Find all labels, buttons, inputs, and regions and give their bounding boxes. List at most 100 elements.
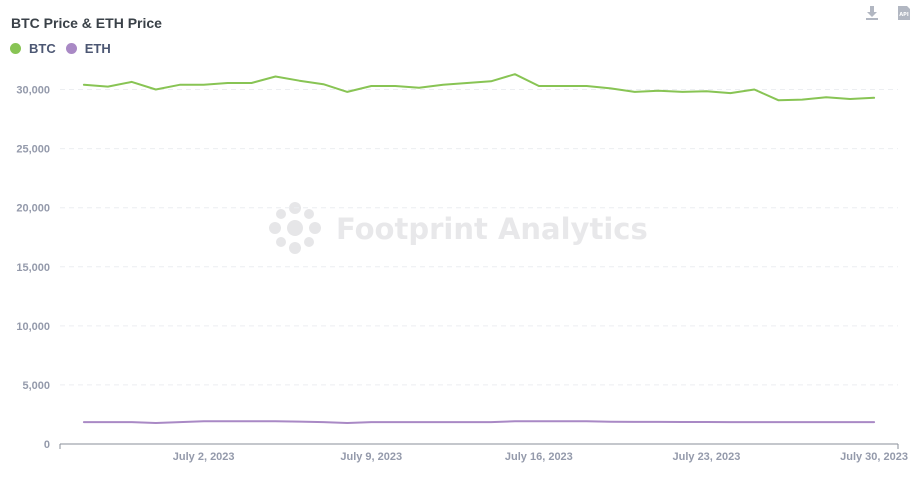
y-tick-label: 25,000 [16, 144, 50, 156]
data-point-btc[interactable] [129, 79, 134, 84]
chart-title: BTC Price & ETH Price [11, 15, 162, 31]
data-point-btc[interactable] [632, 89, 637, 94]
data-point-btc[interactable] [297, 78, 302, 83]
data-point-btc[interactable] [81, 82, 86, 87]
series-line-btc[interactable] [82, 73, 876, 102]
data-point-eth[interactable] [201, 419, 206, 424]
y-tick-label: 20,000 [16, 203, 50, 215]
data-point-btc[interactable] [225, 81, 230, 86]
y-tick-label: 10,000 [16, 321, 50, 333]
data-point-eth[interactable] [273, 419, 278, 424]
data-point-btc[interactable] [417, 85, 422, 90]
series-line-eth[interactable] [82, 420, 876, 424]
data-point-btc[interactable] [872, 95, 877, 100]
data-point-eth[interactable] [560, 419, 565, 424]
data-point-eth[interactable] [321, 420, 326, 425]
data-point-btc[interactable] [441, 82, 446, 87]
data-point-eth[interactable] [153, 421, 158, 426]
data-point-eth[interactable] [105, 420, 110, 425]
legend: BTC ETH [10, 41, 121, 56]
data-point-eth[interactable] [177, 420, 182, 425]
data-point-btc[interactable] [800, 97, 805, 102]
data-point-btc[interactable] [680, 89, 685, 94]
data-point-btc[interactable] [512, 72, 517, 77]
api-icon-label: API [899, 12, 909, 18]
data-point-eth[interactable] [824, 420, 829, 425]
y-tick-label: 15,000 [16, 262, 50, 274]
data-point-eth[interactable] [465, 420, 470, 425]
data-point-eth[interactable] [800, 420, 805, 425]
data-point-eth[interactable] [441, 420, 446, 425]
data-point-eth[interactable] [345, 421, 350, 426]
y-tick-label: 0 [44, 439, 50, 451]
data-point-eth[interactable] [776, 420, 781, 425]
data-point-eth[interactable] [680, 420, 685, 425]
data-point-btc[interactable] [489, 79, 494, 84]
data-point-eth[interactable] [656, 419, 661, 424]
data-point-btc[interactable] [704, 89, 709, 94]
data-point-eth[interactable] [81, 420, 86, 425]
data-point-eth[interactable] [752, 420, 757, 425]
data-point-btc[interactable] [177, 82, 182, 87]
download-icon [866, 6, 878, 20]
api-icon: API [898, 6, 910, 20]
data-point-eth[interactable] [393, 420, 398, 425]
data-point-btc[interactable] [608, 86, 613, 91]
x-tick-label: July 16, 2023 [505, 451, 573, 463]
data-point-btc[interactable] [249, 81, 254, 86]
data-point-eth[interactable] [225, 419, 230, 424]
watermark-text: Footprint Analytics [336, 212, 648, 246]
watermark: Footprint Analytics [269, 202, 648, 254]
data-point-eth[interactable] [872, 420, 877, 425]
data-point-eth[interactable] [728, 420, 733, 425]
data-point-eth[interactable] [297, 419, 302, 424]
data-point-btc[interactable] [369, 84, 374, 89]
data-point-btc[interactable] [776, 98, 781, 103]
data-point-btc[interactable] [465, 81, 470, 86]
data-point-btc[interactable] [656, 88, 661, 93]
data-point-eth[interactable] [536, 419, 541, 424]
x-tick-label: July 23, 2023 [673, 451, 741, 463]
data-point-btc[interactable] [536, 84, 541, 89]
download-button[interactable] [862, 3, 882, 23]
data-point-btc[interactable] [824, 95, 829, 100]
data-point-btc[interactable] [321, 82, 326, 87]
data-point-btc[interactable] [848, 97, 853, 102]
data-point-btc[interactable] [201, 82, 206, 87]
legend-item-eth[interactable]: ETH [65, 41, 111, 56]
y-tick-label: 30,000 [16, 85, 50, 97]
x-tick-label: July 30, 2023 [840, 451, 908, 463]
data-point-eth[interactable] [369, 420, 374, 425]
data-point-eth[interactable] [632, 419, 637, 424]
data-point-btc[interactable] [105, 84, 110, 89]
data-point-eth[interactable] [417, 420, 422, 425]
watermark-logo-icon [269, 202, 321, 254]
api-button[interactable]: API [894, 3, 914, 23]
data-point-eth[interactable] [129, 420, 134, 425]
data-point-eth[interactable] [249, 419, 254, 424]
legend-label-btc: BTC [29, 41, 56, 56]
x-tick-label: July 9, 2023 [340, 451, 402, 463]
legend-item-btc[interactable]: BTC [10, 41, 56, 56]
data-point-btc[interactable] [560, 84, 565, 89]
data-point-btc[interactable] [273, 74, 278, 79]
y-tick-label: 5,000 [22, 380, 50, 392]
data-point-eth[interactable] [848, 420, 853, 425]
x-tick-label: July 2, 2023 [173, 451, 235, 463]
data-point-btc[interactable] [393, 84, 398, 89]
data-point-eth[interactable] [512, 419, 517, 424]
data-point-btc[interactable] [153, 87, 158, 92]
chart-toolbar: API [850, 3, 914, 23]
legend-label-eth: ETH [84, 41, 111, 56]
legend-dot-btc [10, 43, 21, 54]
legend-dot-eth [65, 43, 77, 54]
data-point-eth[interactable] [608, 419, 613, 424]
data-point-btc[interactable] [584, 84, 589, 89]
data-point-btc[interactable] [752, 87, 757, 92]
data-point-btc[interactable] [728, 91, 733, 96]
data-point-btc[interactable] [345, 89, 350, 94]
data-point-eth[interactable] [584, 419, 589, 424]
data-point-eth[interactable] [704, 420, 709, 425]
data-point-eth[interactable] [489, 420, 494, 425]
